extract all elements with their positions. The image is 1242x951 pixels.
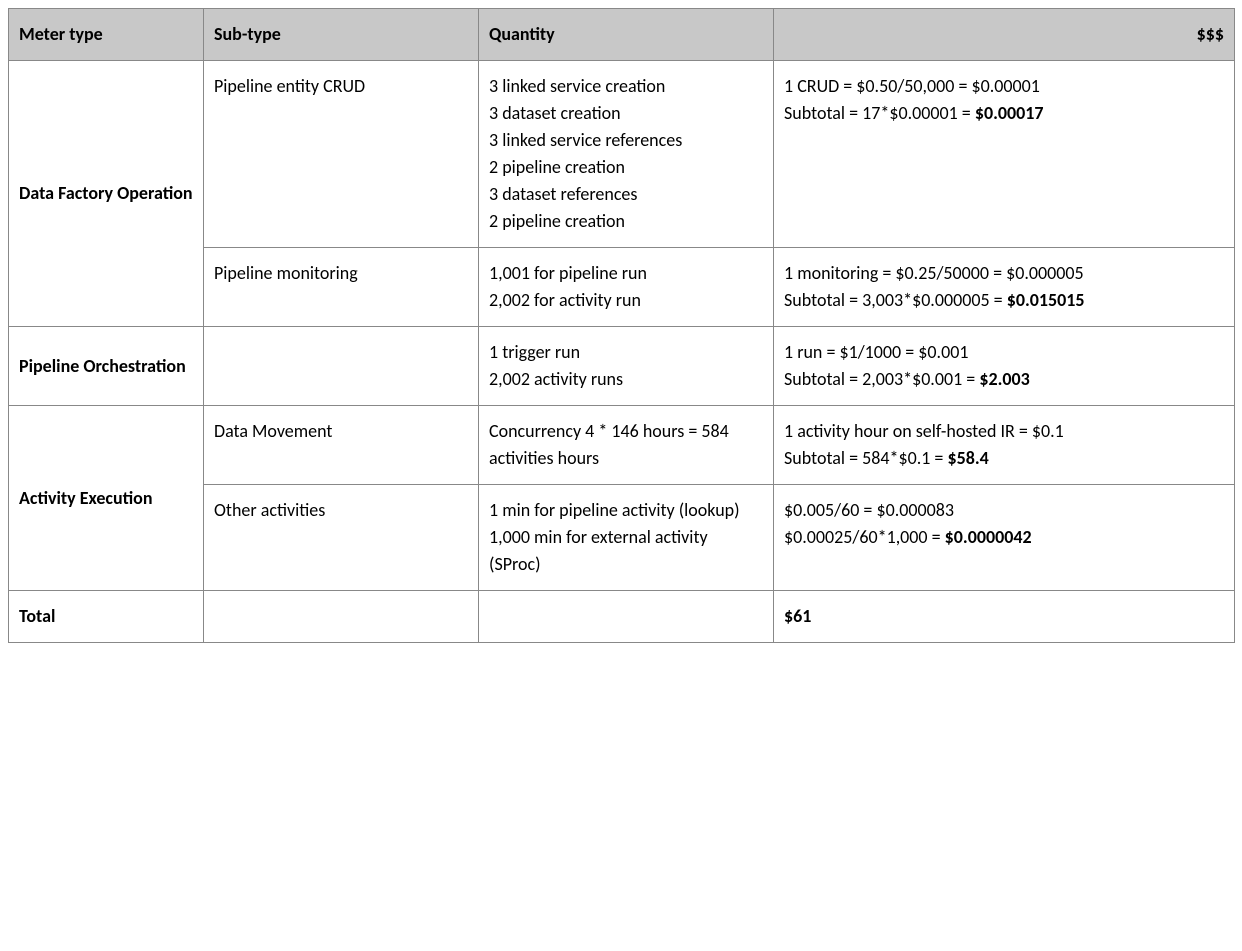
total-row: Total $61 [9,591,1235,643]
meter-type-cell: Activity Execution [9,406,204,591]
sub-type-cell: Data Movement [204,406,479,485]
col-header-sub: Sub-type [204,9,479,61]
sub-type-cell [204,327,479,406]
table-body: Data Factory OperationPipeline entity CR… [9,61,1235,643]
total-blank-sub [204,591,479,643]
quantity-cell: 1,001 for pipeline run2,002 for activity… [479,248,774,327]
table-row: Data Factory OperationPipeline entity CR… [9,61,1235,248]
price-cell: 1 monitoring = $0.25/50000 = $0.000005Su… [774,248,1235,327]
quantity-cell: 1 trigger run2,002 activity runs [479,327,774,406]
meter-type-cell: Data Factory Operation [9,61,204,327]
table-header-row: Meter type Sub-type Quantity $$$ [9,9,1235,61]
table-row: Pipeline Orchestration 1 trigger run2,002… [9,327,1235,406]
col-header-meter: Meter type [9,9,204,61]
total-value: $61 [774,591,1235,643]
col-header-price: $$$ [774,9,1235,61]
col-header-qty: Quantity [479,9,774,61]
meter-type-cell: Pipeline Orchestration [9,327,204,406]
sub-type-cell: Pipeline monitoring [204,248,479,327]
quantity-cell: 1 min for pipeline activity (lookup)1,00… [479,485,774,591]
sub-type-cell: Pipeline entity CRUD [204,61,479,248]
price-cell: 1 activity hour on self-hosted IR = $0.1… [774,406,1235,485]
pricing-table: Meter type Sub-type Quantity $$$ Data Fa… [8,8,1235,643]
sub-type-cell: Other activities [204,485,479,591]
price-cell: $0.005/60 = $0.000083$0.00025/60*1,000 =… [774,485,1235,591]
price-cell: 1 CRUD = $0.50/50,000 = $0.00001Subtotal… [774,61,1235,248]
total-blank-qty [479,591,774,643]
table-row: Activity ExecutionData MovementConcurren… [9,406,1235,485]
price-cell: 1 run = $1/1000 = $0.001Subtotal = 2,003… [774,327,1235,406]
quantity-cell: 3 linked service creation3 dataset creat… [479,61,774,248]
quantity-cell: Concurrency 4 * 146 hours = 584 activiti… [479,406,774,485]
total-label: Total [9,591,204,643]
